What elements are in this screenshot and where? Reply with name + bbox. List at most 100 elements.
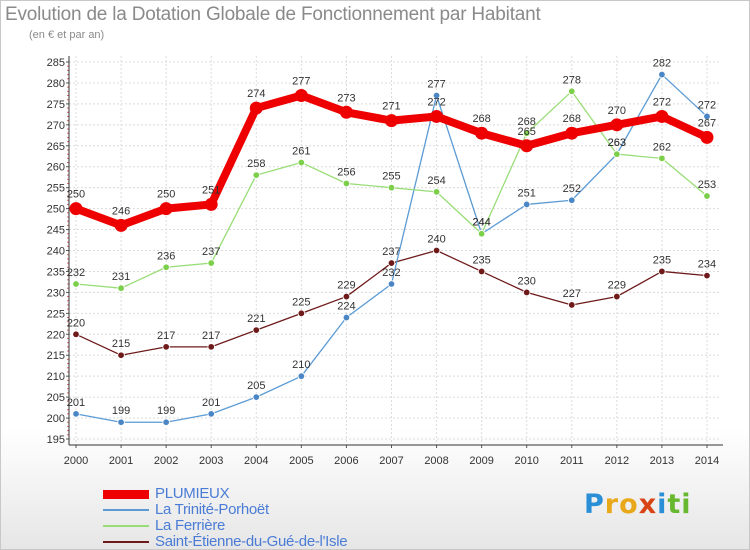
data-label: 232 bbox=[382, 267, 400, 279]
series-saint-etienne-du-gue-de-l-isle: 220 215 217 217 221 225 229 237 240 235 230 227 229 2… bbox=[67, 234, 716, 359]
y-tick-label: 265 bbox=[47, 141, 65, 153]
data-label: 235 bbox=[472, 254, 490, 266]
data-point bbox=[72, 330, 80, 338]
y-tick-label: 230 bbox=[47, 287, 65, 299]
data-point bbox=[162, 418, 170, 426]
data-label: 232 bbox=[67, 267, 85, 279]
y-tick-label: 225 bbox=[47, 308, 65, 320]
data-point bbox=[342, 292, 351, 301]
data-label: 252 bbox=[563, 183, 581, 195]
data-label: 251 bbox=[202, 184, 220, 196]
logo-letter: x bbox=[638, 489, 658, 520]
data-point bbox=[207, 259, 215, 267]
data-point bbox=[523, 288, 531, 297]
data-point bbox=[613, 292, 621, 301]
y-tick-label: 220 bbox=[47, 329, 65, 341]
legend-label: La Ferrière bbox=[155, 517, 226, 534]
proxiti-logo: Proxiti bbox=[584, 489, 692, 520]
data-label: 231 bbox=[112, 271, 130, 283]
data-point bbox=[703, 271, 711, 280]
data-label: 282 bbox=[653, 58, 671, 70]
data-label: 224 bbox=[337, 301, 355, 313]
data-label: 262 bbox=[653, 141, 671, 153]
data-label: 263 bbox=[608, 137, 626, 149]
data-point bbox=[610, 118, 624, 132]
data-label: 199 bbox=[112, 405, 130, 417]
data-point bbox=[207, 343, 215, 351]
logo-letter: i bbox=[657, 489, 668, 520]
data-point bbox=[523, 200, 531, 209]
x-tick-label: 2013 bbox=[650, 455, 674, 467]
data-point bbox=[297, 309, 306, 318]
data-label: 274 bbox=[247, 88, 265, 100]
data-label: 244 bbox=[472, 217, 490, 229]
series-la-ferriere: 232 231 236 237 258 261 256 255 254 244 268 278 263 2… bbox=[67, 74, 716, 292]
data-label: 230 bbox=[518, 275, 536, 287]
data-point bbox=[72, 280, 80, 288]
data-label: 250 bbox=[157, 189, 175, 201]
data-point bbox=[249, 101, 263, 115]
data-label: 229 bbox=[608, 280, 626, 292]
x-tick-label: 2014 bbox=[695, 455, 719, 467]
x-tick-label: 2012 bbox=[605, 455, 629, 467]
data-label: 277 bbox=[292, 76, 310, 88]
x-tick-label: 2004 bbox=[244, 455, 268, 467]
data-label: 271 bbox=[382, 101, 400, 113]
y-tick-label: 195 bbox=[47, 434, 65, 446]
x-tick-label: 2001 bbox=[109, 455, 133, 467]
logo-letter: i bbox=[681, 489, 692, 520]
data-label: 199 bbox=[157, 405, 175, 417]
data-label: 237 bbox=[202, 246, 220, 258]
data-point bbox=[297, 158, 306, 167]
y-tick-label: 270 bbox=[47, 120, 65, 132]
data-point bbox=[114, 218, 128, 232]
y-tick-label: 285 bbox=[47, 57, 65, 69]
data-label: 254 bbox=[427, 175, 445, 187]
data-label: 236 bbox=[157, 250, 175, 262]
chart-subtitle: (en € et par an) bbox=[29, 29, 105, 41]
x-tick-label: 2000 bbox=[64, 455, 88, 467]
legend-swatch bbox=[103, 490, 149, 499]
data-label: 217 bbox=[202, 330, 220, 342]
x-tick-label: 2002 bbox=[154, 455, 178, 467]
data-label: 240 bbox=[427, 234, 445, 246]
data-point bbox=[568, 301, 576, 309]
data-label: 234 bbox=[698, 259, 716, 271]
data-point bbox=[159, 202, 173, 216]
data-point bbox=[69, 202, 83, 216]
data-point bbox=[432, 188, 441, 196]
y-tick-label: 280 bbox=[47, 78, 65, 90]
data-point bbox=[252, 171, 260, 179]
data-label: 220 bbox=[67, 317, 85, 329]
data-label: 272 bbox=[698, 99, 716, 111]
data-label: 215 bbox=[112, 338, 130, 350]
data-label: 225 bbox=[292, 296, 310, 308]
y-tick-label: 245 bbox=[47, 225, 65, 237]
data-point bbox=[432, 246, 441, 255]
data-label: 251 bbox=[518, 187, 536, 199]
data-point bbox=[520, 139, 534, 153]
logo-letter: t bbox=[667, 489, 682, 520]
chart-title: Evolution de la Dotation Globale de Fonc… bbox=[5, 4, 541, 25]
x-tick-label: 2005 bbox=[289, 455, 313, 467]
y-tick-label: 215 bbox=[47, 350, 65, 362]
data-point bbox=[339, 105, 353, 119]
y-tick-label: 250 bbox=[47, 204, 65, 216]
data-point bbox=[613, 150, 621, 158]
data-label: 272 bbox=[653, 96, 671, 108]
data-point bbox=[565, 126, 579, 140]
data-label: 210 bbox=[292, 359, 310, 371]
logo-letter: o bbox=[619, 489, 639, 520]
data-point bbox=[117, 418, 125, 426]
data-point bbox=[384, 114, 398, 128]
data-point bbox=[655, 109, 669, 123]
data-point bbox=[475, 126, 489, 140]
legend-label: PLUMIEUX bbox=[155, 485, 230, 502]
data-point bbox=[252, 393, 260, 401]
data-label: 270 bbox=[608, 105, 626, 117]
data-label: 235 bbox=[653, 254, 671, 266]
x-tick-label: 2007 bbox=[379, 455, 403, 467]
data-label: 253 bbox=[698, 179, 716, 191]
y-tick-label: 255 bbox=[47, 183, 65, 195]
